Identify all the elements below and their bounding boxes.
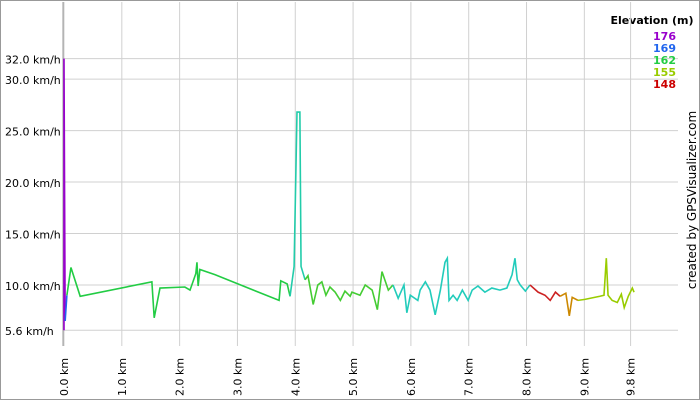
legend-entry: 169 — [653, 42, 676, 55]
speed-line — [63, 58, 66, 331]
legend-entry: 176 — [653, 30, 676, 43]
x-tick-label: 2.0 km — [174, 358, 187, 396]
y-tick-label: 30.0 km/h — [5, 74, 61, 87]
x-tick-label: 6.0 km — [405, 358, 418, 396]
speed-line — [66, 262, 291, 319]
credit: created by GPSVisualizer.com — [685, 111, 699, 289]
speed-line — [289, 111, 306, 297]
legend-entry: 155 — [653, 66, 676, 79]
y-tick-label: 20.0 km/h — [5, 177, 61, 190]
y-tick-label: 10.0 km/h — [5, 280, 61, 293]
x-tick-label: 4.0 km — [289, 358, 302, 396]
y-tick-label: 5.6 km/h — [5, 325, 54, 338]
x-tick-label: 5.0 km — [347, 358, 360, 396]
x-tick-label: 7.0 km — [463, 358, 476, 396]
speed-line — [64, 295, 68, 322]
y-tick-label: 25.0 km/h — [5, 126, 61, 139]
speed-line — [529, 284, 561, 302]
speed-line — [392, 255, 531, 315]
y-tick-label: 15.0 km/h — [5, 229, 61, 242]
speed-line — [304, 271, 394, 310]
legend-title: Elevation (m) — [610, 14, 693, 27]
speed-line — [577, 258, 635, 311]
y-tick-label: 32.0 km/h — [5, 54, 61, 67]
x-tick-label: 9.8 km — [625, 358, 638, 396]
x-tick-label: 3.0 km — [231, 358, 244, 396]
speed-line — [559, 291, 579, 316]
legend-entry: 162 — [653, 54, 676, 67]
legend-entry: 148 — [653, 78, 676, 91]
x-tick-label: 9.0 km — [578, 358, 591, 396]
x-tick-label: 0.0 km — [58, 358, 71, 396]
x-tick-label: 1.0 km — [116, 358, 129, 396]
x-tick-label: 8.0 km — [521, 358, 534, 396]
